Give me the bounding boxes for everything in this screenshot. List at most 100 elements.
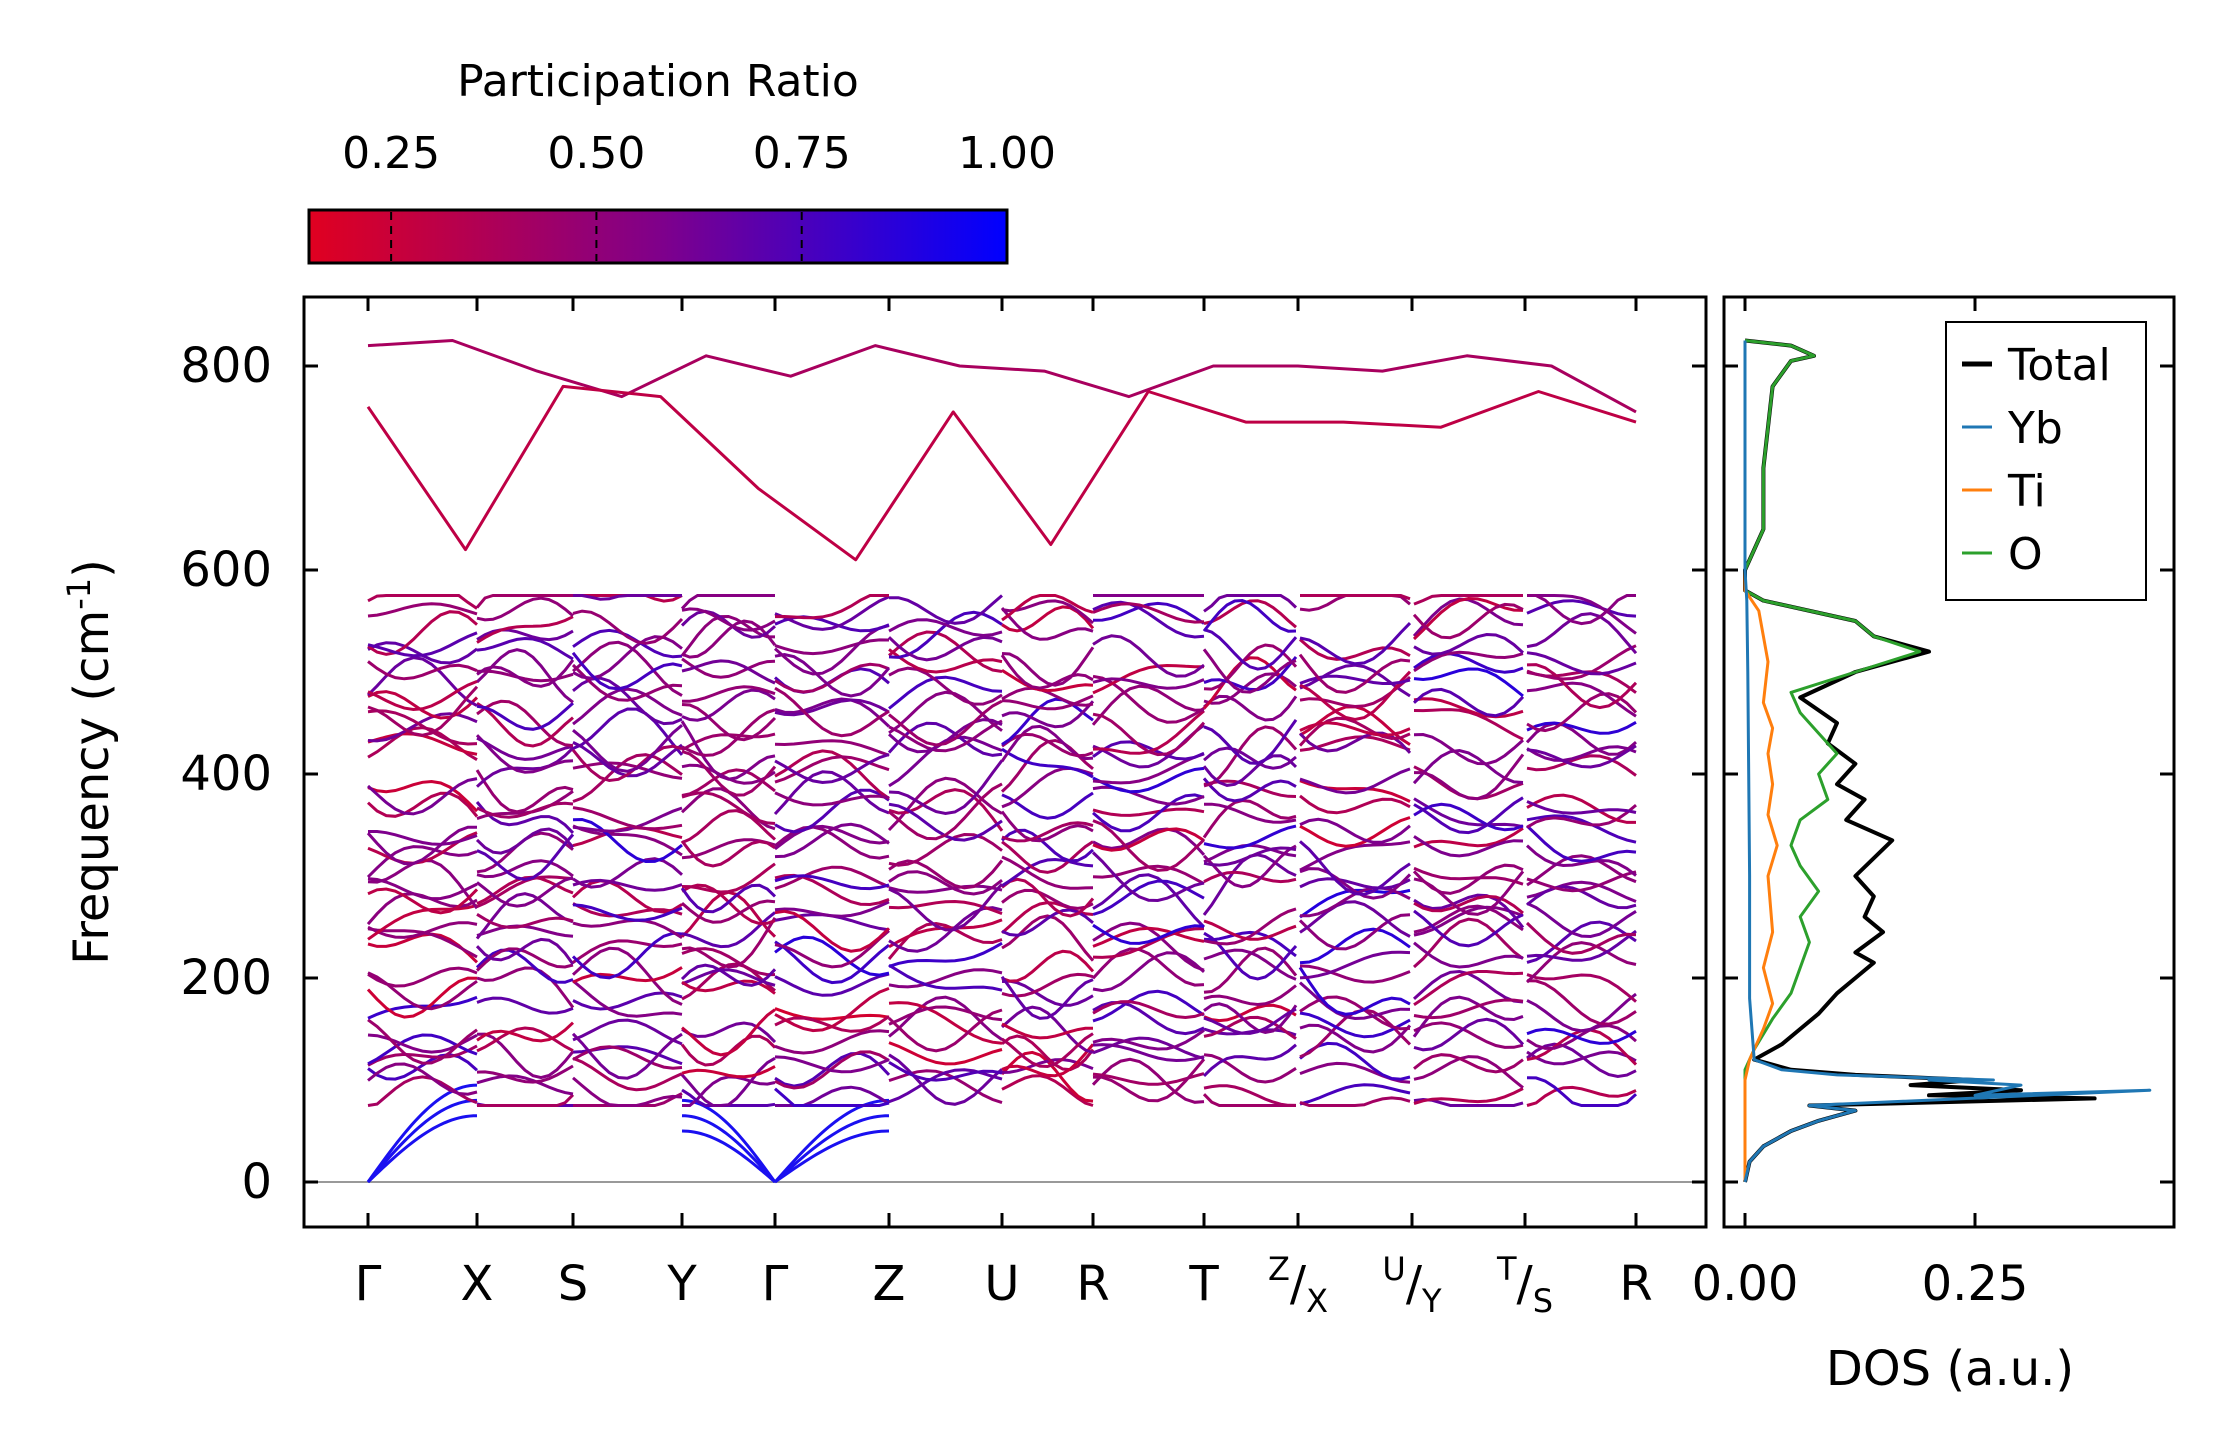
optical-band: [475, 892, 574, 940]
optical-band: [888, 968, 1003, 989]
optical-band: [1001, 669, 1094, 693]
optical-band: [774, 788, 890, 834]
optical-band: [1527, 594, 1637, 635]
acoustic-band: [773, 1098, 890, 1183]
optical-band: [367, 779, 479, 813]
optical-band: [476, 859, 574, 879]
optical-band: [774, 900, 890, 918]
optical-band: [888, 718, 1003, 754]
optical-band: [1203, 746, 1297, 770]
optical-band: [1203, 1053, 1297, 1084]
optical-band: [476, 699, 574, 748]
optical-band: [888, 1005, 1003, 1026]
optical-band: [1413, 708, 1524, 741]
acoustic-band: [366, 1083, 478, 1183]
optical-band: [572, 640, 683, 697]
optical-band: [475, 734, 574, 774]
optical-band: [367, 610, 478, 656]
optical-band: [1202, 694, 1298, 722]
optical-band: [681, 917, 777, 969]
optical-band: [1414, 753, 1525, 801]
optical-band: [1412, 917, 1524, 969]
optical-band: [476, 913, 574, 929]
colorbar-tick-label: 0.50: [547, 128, 645, 179]
optical-band: [1001, 594, 1094, 622]
optical-band: [572, 918, 683, 939]
y-tick-label: 200: [180, 950, 272, 1006]
optical-band: [1298, 966, 1411, 1016]
optical-band: [774, 824, 890, 851]
x-tick-label: T/S: [1496, 1250, 1553, 1320]
optical-band: [1525, 824, 1637, 863]
x-tick-label-bottom: S: [1533, 1282, 1553, 1320]
optical-band: [366, 791, 479, 818]
optical-band: [1092, 873, 1206, 929]
optical-band: [1526, 814, 1637, 844]
optical-band: [1092, 1000, 1205, 1020]
optical-band: [1299, 767, 1411, 795]
optical-band: [1526, 644, 1637, 681]
optical-band: [1092, 634, 1205, 678]
optical-band: [1413, 802, 1524, 832]
optical-band: [367, 1062, 478, 1096]
optical-band: [572, 761, 683, 780]
optical-band: [1001, 828, 1094, 863]
optical-band: [888, 1061, 1003, 1082]
optical-band: [1000, 975, 1094, 1020]
x-tick-label: Y: [666, 1256, 697, 1312]
optical-band: [1299, 981, 1411, 1021]
optical-band: [1526, 745, 1637, 762]
optical-band: [572, 806, 683, 831]
optical-band: [774, 929, 890, 969]
optical-band: [476, 876, 574, 908]
optical-band: [1413, 652, 1524, 674]
optical-band: [1299, 622, 1412, 666]
optical-band: [1526, 800, 1637, 815]
optical-band: [1526, 870, 1637, 893]
y-axis-ticks: 0 200 400 600 800: [180, 338, 1706, 1210]
optical-band: [1526, 612, 1638, 655]
optical-band: [774, 739, 890, 757]
optical-band: [681, 657, 776, 679]
x-tick-label: R: [1619, 1256, 1652, 1312]
high-frequency-band: [367, 339, 1637, 414]
optical-band: [573, 1092, 683, 1107]
optical-band: [571, 663, 683, 702]
optical-band: [1092, 1058, 1206, 1103]
optical-band: [572, 609, 684, 645]
colorbar-ticks: 0.25 0.50 0.75 1.00: [342, 128, 1056, 261]
optical-band: [1092, 752, 1205, 785]
optical-band: [367, 709, 478, 746]
colorbar-gradient: [307, 208, 1009, 265]
optical-band: [476, 875, 574, 908]
optical-band: [681, 607, 776, 632]
optical-band: [681, 809, 777, 844]
optical-band: [367, 680, 478, 712]
x-tick-label-top: T: [1496, 1250, 1517, 1288]
optical-band: [680, 594, 775, 610]
y-axis-label-superscript: -1: [60, 578, 98, 610]
optical-band: [1001, 949, 1095, 983]
optical-band: [572, 687, 683, 726]
optical-band: [367, 1053, 478, 1081]
optical-band: [681, 659, 776, 685]
optical-band: [1203, 919, 1297, 941]
optical-band: [475, 947, 574, 972]
dos-x-tick-label: 0.00: [1692, 1256, 1799, 1312]
optical-band: [366, 777, 478, 816]
optical-band: [1001, 857, 1094, 888]
optical-band: [1092, 663, 1204, 695]
y-tick-label: 400: [180, 746, 272, 802]
optical-band: [1203, 655, 1298, 692]
phonon-bands: [366, 339, 1638, 1184]
optical-band: [1413, 765, 1524, 801]
optical-band: [475, 948, 574, 984]
optical-band: [1299, 840, 1411, 896]
optical-band: [680, 839, 776, 868]
optical-band: [774, 972, 890, 997]
optical-band: [367, 1018, 478, 1065]
optical-band: [774, 652, 891, 698]
optical-band: [774, 791, 890, 807]
optical-band: [572, 979, 683, 1018]
